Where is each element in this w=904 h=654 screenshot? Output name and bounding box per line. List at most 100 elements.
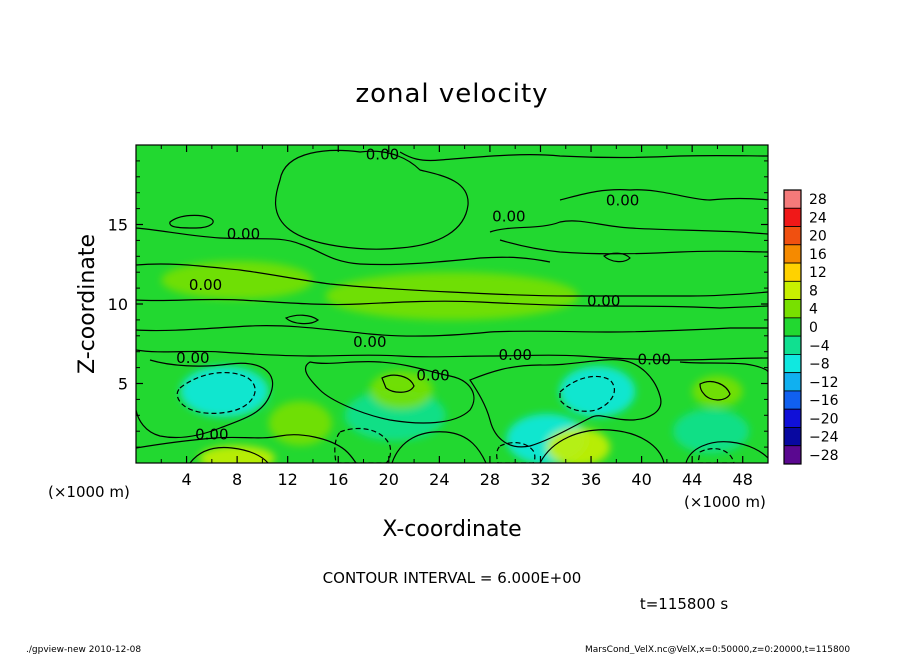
contour-line xyxy=(469,359,662,448)
colorbar-label: 16 xyxy=(809,247,827,263)
x-tick-label: 32 xyxy=(530,470,550,489)
contour-label: 0.00 xyxy=(606,192,639,210)
contour-line xyxy=(169,214,214,229)
time-label: t=115800 s xyxy=(640,595,728,613)
field-region xyxy=(692,375,743,408)
x-tick-label: 20 xyxy=(379,470,399,489)
colorbar-label: −28 xyxy=(809,448,839,464)
colorbar-label: 20 xyxy=(809,229,827,245)
contour-interval-label: CONTOUR INTERVAL = 6.000E+00 xyxy=(323,569,582,587)
contour-line xyxy=(136,227,551,266)
contour-line xyxy=(381,374,415,393)
contour-line xyxy=(699,381,731,401)
contour-line xyxy=(136,359,274,439)
y-tick-label: 10 xyxy=(108,295,128,314)
field-region xyxy=(180,366,269,417)
contour-line xyxy=(305,361,475,424)
contour-line xyxy=(136,434,357,463)
colorbar-swatch xyxy=(783,207,802,227)
x-tick-label: 44 xyxy=(682,470,702,489)
contour-label: 0.00 xyxy=(492,208,525,226)
field-region xyxy=(325,272,579,320)
colorbar-label: 8 xyxy=(809,283,818,299)
contour-label: 0.00 xyxy=(498,346,531,364)
field-region xyxy=(546,428,610,463)
contour-line xyxy=(275,149,469,250)
colorbar-swatch xyxy=(783,299,802,319)
field-region xyxy=(268,400,332,446)
y-tick-label: 5 xyxy=(118,375,128,394)
y-axis: 5 10 15 xyxy=(108,160,768,448)
contour-line xyxy=(136,263,768,297)
contour-line xyxy=(559,375,615,412)
contour-line xyxy=(489,220,768,235)
colorbar-frame xyxy=(783,189,802,465)
x-tick-label: 16 xyxy=(328,470,348,489)
contour-line xyxy=(539,429,665,463)
colorbar-label: 28 xyxy=(809,192,827,208)
x-tick-label: 24 xyxy=(429,470,449,489)
x-tick-label: 12 xyxy=(278,470,298,489)
contour-label: 0.00 xyxy=(189,276,222,294)
colorbar-label: 4 xyxy=(809,302,818,318)
contour-line xyxy=(189,446,269,463)
colorbar-swatch xyxy=(783,280,802,301)
colorbar-label: −8 xyxy=(809,357,830,373)
contour-label: 0.00 xyxy=(176,349,209,367)
colorbar-label: −24 xyxy=(809,430,839,446)
y-axis-label: Z-coordinate xyxy=(75,234,100,374)
colorbar-label: 12 xyxy=(809,265,827,281)
contour-line xyxy=(399,151,768,162)
colorbar: 28 24 20 16 12 8 4 0 −4 −8 −12 −16 −20 −24 −28 xyxy=(783,189,839,465)
field-region xyxy=(369,370,434,409)
chart-title: zonal velocity xyxy=(355,79,548,109)
contour-line xyxy=(685,441,768,463)
contour-line xyxy=(284,314,320,325)
colorbar-label: −12 xyxy=(809,375,839,391)
colorbar-swatch xyxy=(783,427,802,447)
y-tick-label: 15 xyxy=(108,216,128,235)
colorbar-swatch xyxy=(783,244,802,264)
x-tick-label: 48 xyxy=(733,470,753,489)
contour-label: 0.00 xyxy=(195,425,228,443)
contour-line xyxy=(697,448,735,463)
colorbar-label: 0 xyxy=(809,320,818,336)
colorbar-label: −4 xyxy=(809,338,830,354)
colorbar-swatch xyxy=(783,445,802,465)
x-axis: 4 8 12 16 20 24 28 32 36 40 44 48 xyxy=(160,145,753,489)
contour-labels: 0.00 0.00 0.00 0.00 0.00 0.00 0.00 0.00 0.00 0.00… xyxy=(176,146,671,444)
colorbar-swatch xyxy=(783,317,802,337)
field-region xyxy=(161,261,313,300)
colorbar-label: −20 xyxy=(809,411,839,427)
contour-label: 0.00 xyxy=(416,367,449,385)
contour-line xyxy=(679,361,768,373)
footer-right: MarsCond_VelX.nc@VelX,x=0:50000,z=0:2000… xyxy=(585,645,850,654)
colorbar-swatch xyxy=(783,408,802,428)
footer-left: ./gpview-new 2010-12-08 xyxy=(26,645,141,654)
colorbar-swatch xyxy=(783,226,802,246)
contour-label: 0.00 xyxy=(638,351,671,369)
contour-line xyxy=(602,252,631,263)
contour-label: 0.00 xyxy=(227,225,260,243)
contour-lines xyxy=(136,149,768,463)
colorbar-swatch xyxy=(783,335,802,355)
x-tick-label: 4 xyxy=(181,470,191,489)
field-region xyxy=(673,408,750,454)
colorbar-swatch xyxy=(783,390,802,410)
contour-line xyxy=(496,442,536,463)
field-region xyxy=(559,366,636,417)
x-tick-label: 28 xyxy=(480,470,500,489)
contour-line xyxy=(136,349,768,361)
contour-line xyxy=(499,239,768,255)
colorbar-label: −16 xyxy=(809,393,839,409)
colorbar-swatch xyxy=(783,262,802,282)
contour-line xyxy=(136,298,768,309)
contour-line xyxy=(176,371,256,414)
contour-line xyxy=(391,431,487,463)
x-tick-label: 36 xyxy=(581,470,601,489)
colorbar-swatch xyxy=(783,353,802,374)
x-axis-label: X-coordinate xyxy=(382,517,521,542)
field-region xyxy=(199,445,276,463)
colorbar-swatch xyxy=(783,372,802,392)
